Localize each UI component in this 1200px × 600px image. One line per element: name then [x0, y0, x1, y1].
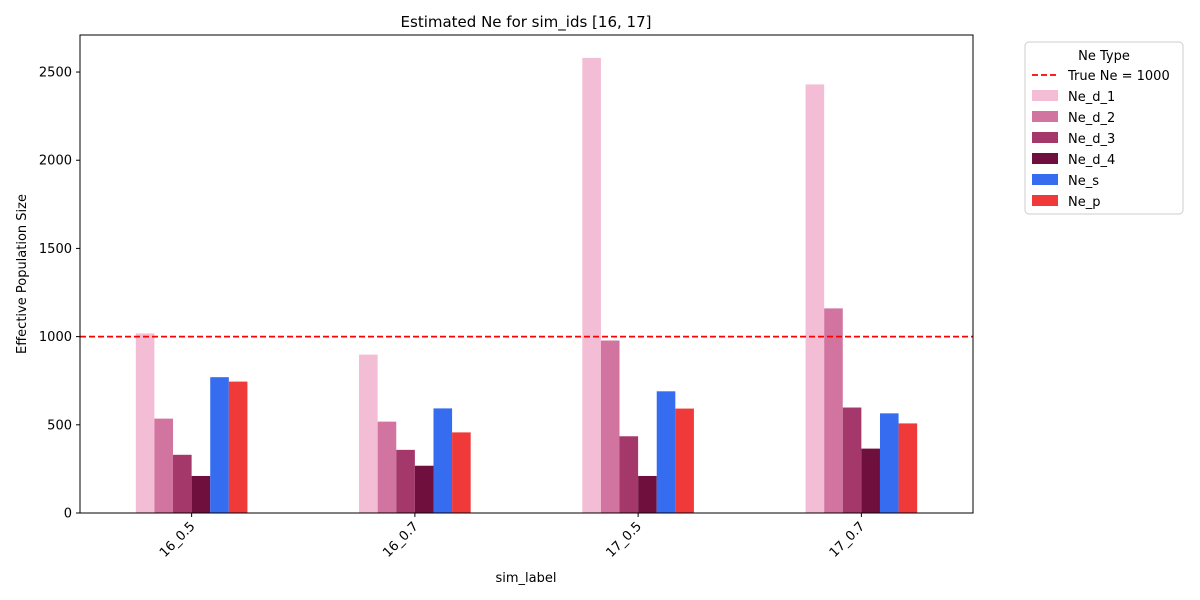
bar-ne-d-2-17-0-7 [824, 308, 843, 513]
y-tick-label: 1000 [39, 330, 72, 345]
legend-swatch-ne-s [1032, 174, 1058, 185]
bar-ne-s-17-0-5 [656, 391, 676, 513]
bars-group [135, 57, 918, 514]
x-tick-label: 16_0.5 [157, 519, 199, 561]
y-tick-label: 2500 [39, 66, 72, 81]
bar-ne-s-16-0-7 [433, 408, 453, 513]
legend-label-ne-d-1: Ne_d_1 [1068, 90, 1115, 105]
legend-swatch-ne-d-1 [1032, 90, 1058, 101]
legend-swatch-ne-p [1032, 195, 1058, 206]
bar-ne-s-17-0-7 [879, 413, 899, 513]
bar-ne-d-2-16-0-5 [154, 418, 174, 513]
y-tick-label: 0 [64, 507, 72, 522]
bar-ne-p-17-0-5 [675, 408, 694, 513]
bar-ne-p-16-0-7 [452, 432, 471, 513]
bar-ne-d-3-16-0-5 [173, 454, 192, 513]
legend-label-ne-d-4: Ne_d_4 [1068, 153, 1115, 168]
legend: Ne Type True Ne = 1000 Ne_d_1Ne_d_2Ne_d_… [1024, 41, 1184, 215]
x-tick-label: 16_0.7 [380, 519, 422, 561]
x-axis-ticks: 16_0.5 16_0.7 17_0.5 17_0.7 [157, 513, 868, 561]
chart-title: Estimated Ne for sim_ids [16, 17] [401, 13, 652, 32]
bar-ne-d-2-17-0-5 [600, 340, 620, 513]
y-tick-label: 500 [47, 418, 72, 433]
bar-ne-p-17-0-7 [898, 423, 918, 513]
bar-ne-d-3-17-0-5 [619, 436, 639, 513]
legend-entries: Ne_d_1 Ne_d_2 Ne_d_3 Ne_d_4 Ne_s Ne_p [1032, 90, 1115, 210]
bar-ne-p-16-0-5 [228, 381, 248, 513]
y-tick-label: 2000 [39, 154, 72, 169]
legend-swatch-ne-d-4 [1032, 153, 1058, 164]
bar-ne-d-4-17-0-7 [861, 448, 880, 513]
x-tick-label: 17_0.5 [603, 519, 645, 561]
legend-title: Ne Type [1078, 49, 1130, 64]
bar-ne-d-3-17-0-7 [842, 407, 862, 513]
bar-ne-d-1-17-0-7 [805, 84, 825, 513]
legend-swatch-ne-d-2 [1032, 111, 1058, 122]
legend-label-ne-d-2: Ne_d_2 [1068, 111, 1115, 126]
bar-ne-s-16-0-5 [210, 377, 229, 513]
x-tick-label: 17_0.7 [827, 519, 869, 561]
bar-ne-d-4-16-0-7 [414, 465, 434, 513]
bar-ne-d-2-16-0-7 [377, 421, 397, 513]
bar-ne-d-1-16-0-7 [359, 354, 378, 513]
legend-label-ne-s: Ne_s [1068, 174, 1099, 189]
legend-label-ne-d-3: Ne_d_3 [1068, 132, 1115, 147]
bar-ne-d-1-16-0-5 [135, 333, 155, 513]
legend-label-ne-p: Ne_p [1068, 195, 1100, 210]
legend-reference-line-label: True Ne = 1000 [1067, 69, 1170, 84]
legend-box [1024, 41, 1184, 215]
bar-ne-d-1-17-0-5 [582, 57, 601, 514]
bar-ne-d-3-16-0-7 [396, 449, 415, 513]
x-axis-label: sim_label [496, 571, 557, 586]
y-axis-ticks: 0 500 1000 1500 2000 2500 [39, 66, 80, 522]
bar-ne-d-4-17-0-5 [638, 475, 657, 513]
plot-frame [79, 34, 974, 514]
bar-ne-d-4-16-0-5 [191, 475, 211, 513]
legend-swatch-ne-d-3 [1032, 132, 1058, 143]
y-axis-label: Effective Population Size [15, 194, 30, 354]
y-tick-label: 1500 [39, 242, 72, 257]
